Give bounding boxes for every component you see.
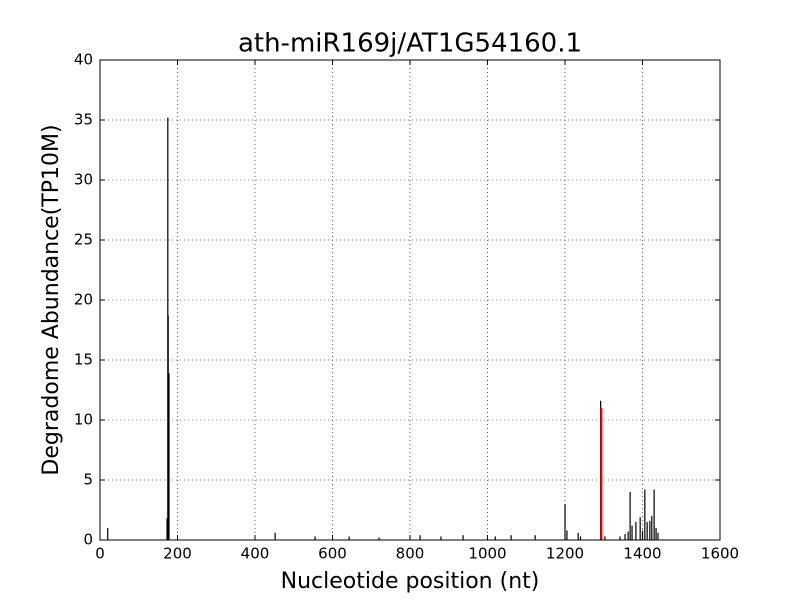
y-tick-label: 30 (74, 171, 93, 189)
y-tick-label: 20 (74, 291, 93, 309)
x-tick-label: 0 (95, 545, 105, 563)
x-tick-label: 600 (318, 545, 347, 563)
chart-title: ath-miR169j/AT1G54160.1 (238, 29, 582, 59)
x-axis-label: Nucleotide position (nt) (281, 569, 540, 594)
x-tick-label: 1600 (701, 545, 739, 563)
x-tick-label: 1400 (623, 545, 661, 563)
y-tick-label: 40 (74, 51, 93, 69)
x-tick-label: 200 (163, 545, 192, 563)
y-tick-label: 0 (83, 531, 93, 549)
x-tick-label: 1000 (468, 545, 506, 563)
x-tick-label: 400 (241, 545, 270, 563)
y-tick-label: 25 (74, 231, 93, 249)
y-tick-label: 35 (74, 111, 93, 129)
y-tick-label: 15 (74, 351, 93, 369)
x-tick-label: 800 (396, 545, 425, 563)
x-tick-label: 1200 (546, 545, 584, 563)
plot-frame (99, 59, 721, 541)
y-tick-label: 5 (83, 471, 93, 489)
y-axis-label: Degradome Abundance(TP10M) (39, 124, 64, 475)
y-tick-label: 10 (74, 411, 93, 429)
